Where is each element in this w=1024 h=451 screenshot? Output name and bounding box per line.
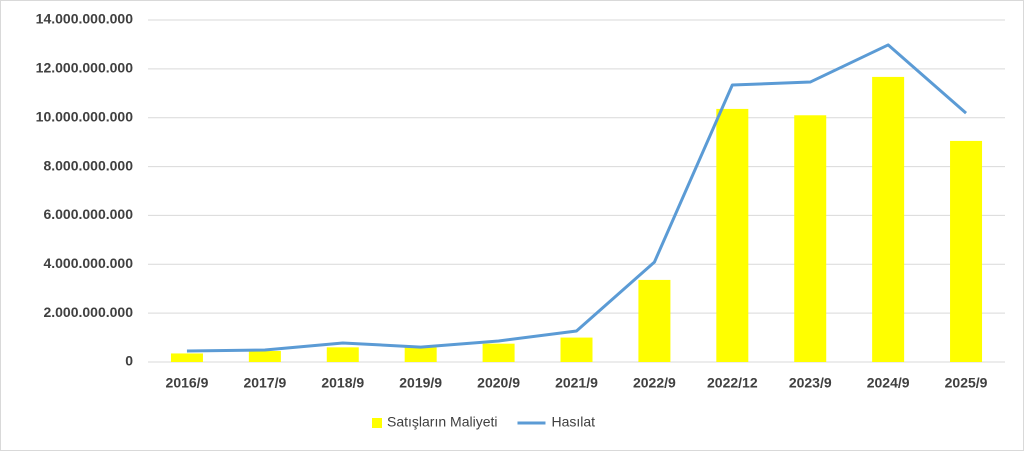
bar: [248, 351, 281, 362]
x-tick-label: 2022/9: [633, 375, 676, 391]
bar: [872, 76, 905, 362]
y-tick-label: 8.000.000.000: [43, 157, 133, 173]
bar: [404, 347, 437, 362]
x-tick-label: 2016/9: [166, 375, 209, 391]
y-tick-label: 12.000.000.000: [36, 60, 134, 76]
legend-label: Hasılat: [551, 414, 595, 430]
y-tick-label: 14.000.000.000: [36, 11, 134, 27]
x-tick-label: 2018/9: [321, 375, 364, 391]
x-tick-label: 2019/9: [399, 375, 442, 391]
legend-swatch: [372, 418, 382, 428]
x-tick-label: 2021/9: [555, 375, 598, 391]
bar: [950, 140, 983, 362]
bar: [482, 343, 515, 362]
bar: [716, 108, 749, 362]
x-tick-label: 2025/9: [945, 375, 988, 391]
y-tick-label: 4.000.000.000: [43, 255, 133, 271]
x-tick-label: 2023/9: [789, 375, 832, 391]
y-tick-label: 0: [125, 353, 133, 369]
bar: [326, 347, 359, 362]
bar: [794, 115, 827, 363]
x-tick-label: 2022/12: [707, 375, 758, 391]
bar: [170, 353, 203, 362]
bar: [560, 337, 593, 362]
x-tick-label: 2017/9: [243, 375, 286, 391]
x-tick-label: 2024/9: [867, 375, 910, 391]
bar: [638, 279, 671, 362]
line: [186, 43, 968, 353]
x-tick-label: 2020/9: [477, 375, 520, 391]
y-tick-label: 6.000.000.000: [43, 206, 133, 222]
y-tick-label: 2.000.000.000: [43, 304, 133, 320]
y-tick-label: 10.000.000.000: [36, 108, 134, 124]
legend-label: Satışların Maliyeti: [387, 414, 497, 430]
